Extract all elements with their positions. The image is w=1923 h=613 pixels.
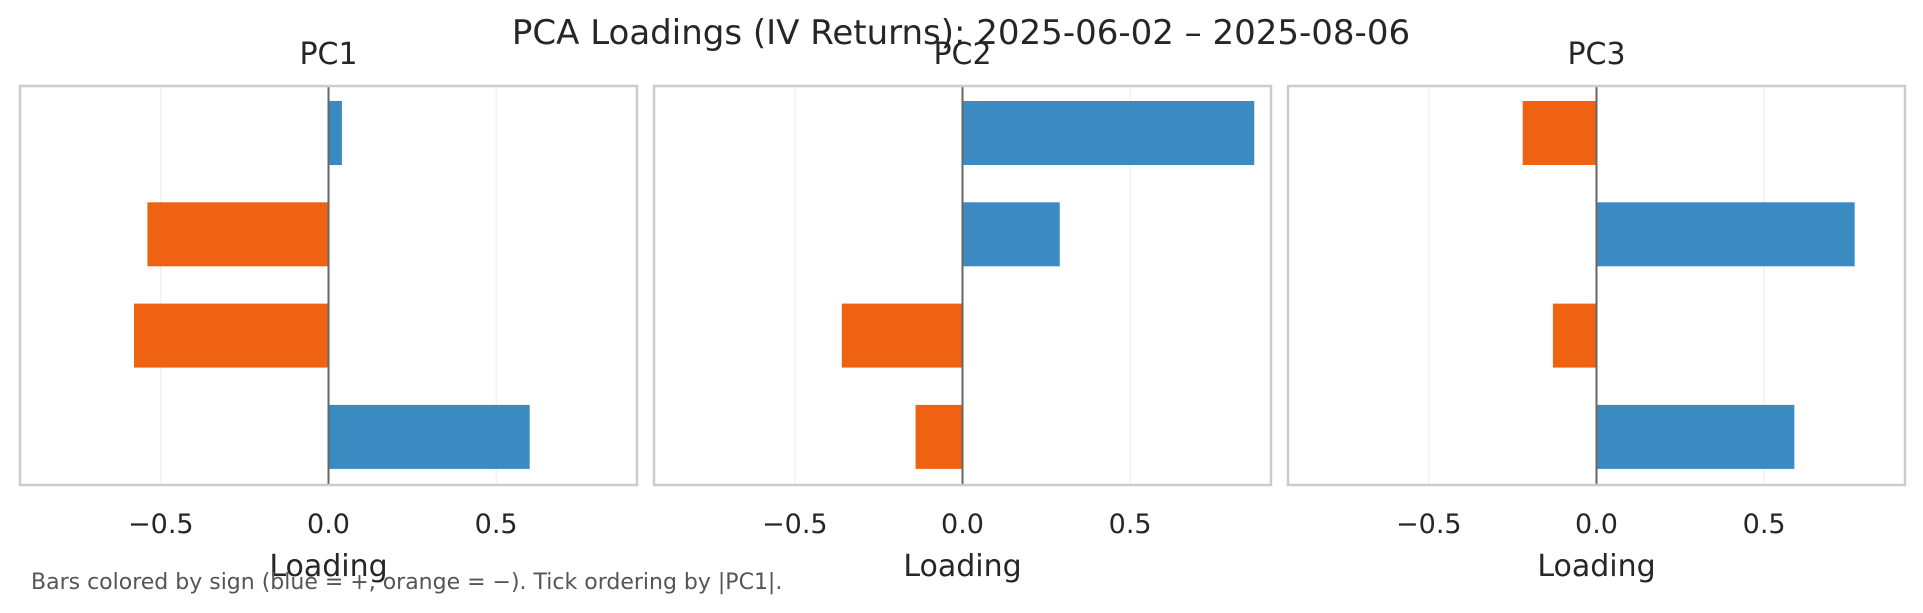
bar-pc2-3 [915,404,963,469]
bar-pc2-0 [962,101,1255,165]
x-tick-label: 0.0 [307,509,350,540]
x-axis-label: Loading [269,549,387,584]
x-tick-label: 0.5 [475,509,518,540]
panel-pc3: PC3 −0.5 0.0 0.5 Loading [1286,37,1907,584]
bar-pc1-0 [328,101,342,165]
panel-frame [1286,84,1907,487]
bar-pc1-2 [134,303,329,368]
panel-pc2: PC2 −0.5 0.0 0.5 Loading [652,37,1273,584]
bar-pc3-3 [1596,404,1795,469]
x-tick-label: 0.5 [1109,509,1152,540]
x-axis-label: Loading [1537,549,1655,584]
bar-pc3-1 [1596,202,1855,267]
figure-footnote: Bars colored by sign (blue = +, orange =… [31,570,782,595]
bar-pc2-2 [841,303,963,368]
panel-title: PC2 [933,37,991,72]
panels: PC1 −0.5 0.0 0.5 Loading PC2 −0.5 0.0 0.5 Loading… [18,37,1907,584]
x-tick-label: 0.5 [1743,509,1786,540]
panel-frame [18,84,639,487]
x-tick-label: −0.5 [1396,509,1462,540]
x-axis-label: Loading [903,549,1021,584]
bar-pc3-2 [1552,303,1597,368]
bar-pc1-3 [328,404,530,469]
x-tick-label: 0.0 [941,509,984,540]
x-tick-label: 0.0 [1575,509,1618,540]
panel-title: PC3 [1567,37,1625,72]
bar-pc3-0 [1522,101,1597,165]
bar-pc2-1 [962,202,1060,267]
figure-title: PCA Loadings (IV Returns): 2025-06-02 – … [512,13,1410,53]
x-tick-label: −0.5 [128,509,194,540]
x-tick-label: −0.5 [762,509,828,540]
panel-title: PC1 [299,37,357,72]
bar-pc1-1 [147,202,329,267]
panel-pc1: PC1 −0.5 0.0 0.5 Loading [18,37,639,584]
panel-frame [652,84,1273,487]
